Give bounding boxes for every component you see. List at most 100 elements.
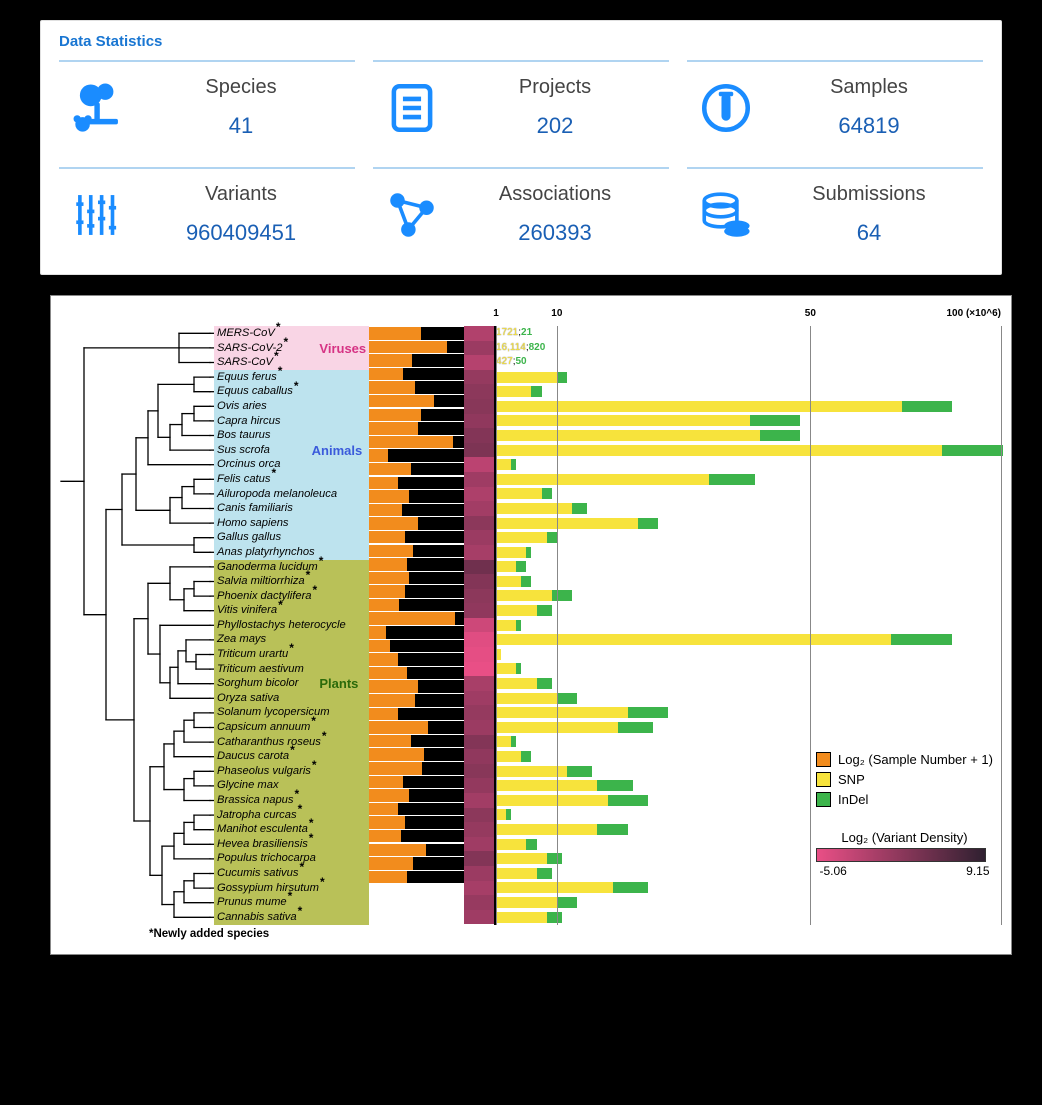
variant-bar-row <box>496 472 1003 487</box>
density-cell <box>464 530 494 545</box>
sample-bar <box>369 545 464 558</box>
variant-bar-row <box>496 574 1003 589</box>
sample-bar <box>369 354 464 367</box>
snp-bar <box>496 853 547 864</box>
density-cell <box>464 384 494 399</box>
density-cell <box>464 764 494 779</box>
indel-bar <box>547 912 562 923</box>
species-label: Oryza sativa <box>214 691 369 706</box>
snp-bar <box>496 839 526 850</box>
species-label: Phaseolus vulgaris* <box>214 764 369 779</box>
dendrogram-column <box>59 326 214 925</box>
legend-label: Log₂ (Sample Number + 1) <box>838 752 993 767</box>
snp-bar <box>496 415 750 426</box>
axis-tick: 1 <box>493 308 499 319</box>
sample-bar <box>369 422 464 435</box>
species-label: Daucus carota* <box>214 749 369 764</box>
species-label: Homo sapiens <box>214 516 369 531</box>
stat-card-species: Species 41 <box>59 60 355 149</box>
species-label: Brassica napus* <box>214 793 369 808</box>
stat-card-variants: Variants 960409451 <box>59 167 355 256</box>
variant-bar-row <box>496 881 1003 896</box>
indel-bar <box>526 839 536 850</box>
indel-bar <box>557 693 577 704</box>
sample-bar <box>369 572 464 585</box>
density-cell <box>464 632 494 647</box>
sample-bar <box>369 531 464 544</box>
legend-label: SNP <box>838 772 865 787</box>
indel-bar <box>531 386 541 397</box>
species-label: Equus caballus* <box>214 384 369 399</box>
sample-bar <box>369 449 464 462</box>
density-cell <box>464 574 494 589</box>
species-label: Prunus mume* <box>214 895 369 910</box>
species-label: Equus ferus* <box>214 370 369 385</box>
sample-bar <box>369 653 464 666</box>
sample-bar <box>369 735 464 748</box>
species-label: Gallus gallus <box>214 530 369 545</box>
species-label: Cannabis sativa* <box>214 910 369 925</box>
variant-bar-row <box>496 720 1003 735</box>
sequence-icon <box>69 186 127 244</box>
variant-bar-row <box>496 516 1003 531</box>
density-cell <box>464 705 494 720</box>
species-label: Canis familiaris <box>214 501 369 516</box>
density-cell <box>464 778 494 793</box>
density-cell <box>464 443 494 458</box>
stats-panel: Data Statistics Species 41 Projects 202 … <box>40 20 1002 275</box>
sample-bar <box>369 327 464 340</box>
snp-bar <box>496 474 709 485</box>
legend-label: InDel <box>838 792 868 807</box>
snp-bar <box>496 372 557 383</box>
density-cell <box>464 414 494 429</box>
indel-bar <box>511 459 516 470</box>
density-cell <box>464 516 494 531</box>
indel-bar <box>638 518 658 529</box>
sample-bar <box>369 626 464 639</box>
variant-bar-row <box>496 384 1003 399</box>
density-cell <box>464 837 494 852</box>
indel-bar <box>526 547 531 558</box>
snp-bar <box>496 430 760 441</box>
variant-bar-row <box>496 589 1003 604</box>
stat-label: Projects <box>451 76 659 99</box>
variant-bar-row <box>496 560 1003 575</box>
snp-bar <box>496 693 557 704</box>
species-label: Ganoderma lucidum* <box>214 560 369 575</box>
indel-bar <box>891 634 952 645</box>
indel-bar <box>547 532 557 543</box>
indel-bar <box>516 561 526 572</box>
snp-bar <box>496 605 537 616</box>
density-cell <box>464 676 494 691</box>
snp-bar <box>496 547 526 558</box>
density-cell <box>464 545 494 560</box>
density-cell <box>464 735 494 750</box>
sample-bar <box>369 694 464 707</box>
snp-bar <box>496 780 597 791</box>
snp-bar <box>496 751 521 762</box>
density-legend: Log₂ (Variant Density) -5.069.15 <box>816 830 993 878</box>
sample-bar <box>369 585 464 598</box>
stat-value: 960409451 <box>137 220 345 246</box>
species-labels-column: VirusesAnimalsPlantsMERS-CoV*SARS-CoV-2*… <box>214 326 369 925</box>
snp-bar <box>496 736 511 747</box>
variant-bar-row: 427; 50 <box>496 355 1003 370</box>
species-label: Triticum urartu* <box>214 647 369 662</box>
sample-bar <box>369 504 464 517</box>
density-cell <box>464 355 494 370</box>
variant-bar-row <box>496 618 1003 633</box>
document-list-icon <box>383 79 441 137</box>
density-cell <box>464 808 494 823</box>
snp-bar <box>496 561 516 572</box>
species-label: Manihot esculenta* <box>214 822 369 837</box>
density-cell <box>464 399 494 414</box>
species-label: Salvia miltiorrhiza* <box>214 574 369 589</box>
stat-value: 41 <box>137 113 345 139</box>
stat-value: 202 <box>451 113 659 139</box>
category-title-viruses: Viruses <box>319 341 366 356</box>
snp-bar <box>496 795 608 806</box>
density-cell <box>464 691 494 706</box>
sample-bar <box>369 816 464 829</box>
variant-bar-row: 1721; 21 <box>496 326 1003 341</box>
species-label: Jatropha curcas* <box>214 808 369 823</box>
